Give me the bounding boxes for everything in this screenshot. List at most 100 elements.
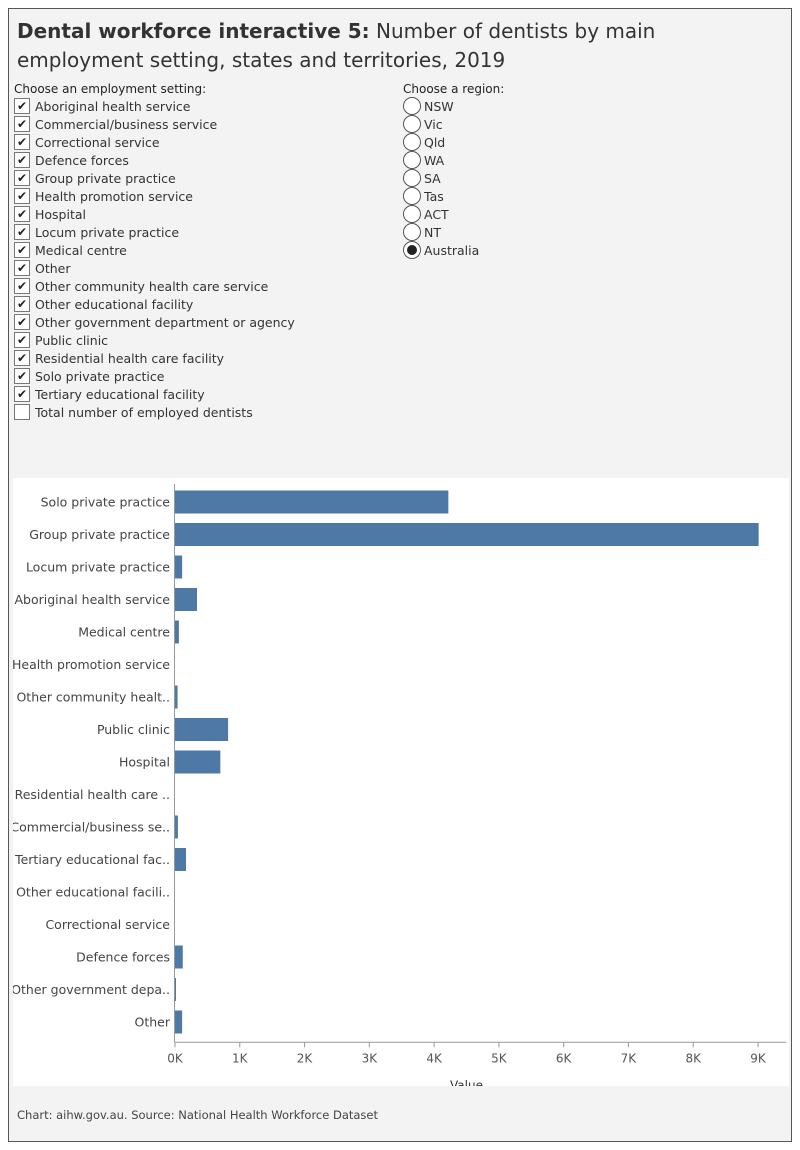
region-filter-label: Choose a region: xyxy=(403,82,505,96)
employment-option[interactable]: ✔ Medical centre xyxy=(14,241,295,259)
employment-option[interactable]: ✔ Tertiary educational facility xyxy=(14,385,295,403)
radio-button[interactable] xyxy=(403,115,421,133)
region-option-label: ACT xyxy=(424,206,449,222)
checkmark-icon: ✔ xyxy=(16,351,28,365)
checkmark-icon: ✔ xyxy=(16,117,28,131)
checkmark-icon: ✔ xyxy=(16,333,28,347)
employment-option[interactable]: ✔ Hospital xyxy=(14,205,295,223)
region-option[interactable]: ACT xyxy=(403,205,479,223)
checkmark-icon: ✔ xyxy=(16,369,28,383)
bar[interactable] xyxy=(175,945,183,969)
employment-filter-label: Choose an employment setting: xyxy=(14,82,207,96)
employment-option[interactable]: ✔ Defence forces xyxy=(14,151,295,169)
bar[interactable] xyxy=(175,685,178,709)
employment-option[interactable]: ✔ Commercial/business service xyxy=(14,115,295,133)
checkbox[interactable]: ✔ xyxy=(14,350,30,366)
radio-button[interactable] xyxy=(403,151,421,169)
employment-option-label: Commercial/business service xyxy=(35,116,218,132)
bar[interactable] xyxy=(175,1010,183,1034)
bar[interactable] xyxy=(175,750,221,774)
y-tick-label: Solo private practice xyxy=(41,495,171,510)
region-option[interactable]: Qld xyxy=(403,133,479,151)
employment-option[interactable]: ✔ Health promotion service xyxy=(14,187,295,205)
employment-option[interactable]: ✔ Aboriginal health service xyxy=(14,97,295,115)
y-tick-label: Public clinic xyxy=(97,722,170,737)
y-tick-label: Commercial/business se.. xyxy=(13,820,170,835)
employment-option-label: Locum private practice xyxy=(35,224,180,240)
bar[interactable] xyxy=(175,620,179,644)
checkbox[interactable]: ✔ xyxy=(14,188,30,204)
region-option[interactable]: Vic xyxy=(403,115,479,133)
checkmark-icon: ✔ xyxy=(16,387,28,401)
bar[interactable] xyxy=(175,815,178,839)
employment-option-label: Defence forces xyxy=(35,152,129,168)
radio-button[interactable] xyxy=(403,133,421,151)
checkbox[interactable]: ✔ xyxy=(14,98,30,114)
checkbox[interactable]: ✔ xyxy=(14,368,30,384)
bar[interactable] xyxy=(175,978,176,1001)
bar[interactable] xyxy=(175,555,183,579)
employment-option[interactable]: ✔ Locum private practice xyxy=(14,223,295,241)
bar[interactable] xyxy=(175,490,449,514)
employment-option[interactable]: ✔ Other government department or agency xyxy=(14,313,295,331)
x-tick-label: 4K xyxy=(426,1051,443,1065)
x-tick-label: 2K xyxy=(297,1051,314,1065)
bar[interactable] xyxy=(175,523,759,546)
radio-button[interactable] xyxy=(403,97,421,115)
checkbox[interactable]: ✔ xyxy=(14,332,30,348)
region-filter: NSW Vic Qld WA SA Tas ACT NT Australia xyxy=(403,97,479,259)
employment-option[interactable]: Total number of employed dentists xyxy=(14,403,295,421)
checkbox[interactable]: ✔ xyxy=(14,134,30,150)
radio-selected-dot xyxy=(407,245,417,255)
y-tick-label: Aboriginal health service xyxy=(15,592,171,607)
bar[interactable] xyxy=(175,718,229,741)
checkmark-icon: ✔ xyxy=(16,297,28,311)
employment-option-label: Solo private practice xyxy=(35,368,165,384)
region-option[interactable]: NT xyxy=(403,223,479,241)
region-option[interactable]: Tas xyxy=(403,187,479,205)
checkbox[interactable]: ✔ xyxy=(14,206,30,222)
checkbox[interactable]: ✔ xyxy=(14,152,30,168)
region-option-label: Australia xyxy=(424,242,480,258)
checkbox[interactable] xyxy=(14,404,30,420)
radio-button[interactable] xyxy=(403,241,421,259)
employment-option[interactable]: ✔ Correctional service xyxy=(14,133,295,151)
title-bold: Dental workforce interactive 5: xyxy=(17,19,370,43)
employment-option[interactable]: ✔ Group private practice xyxy=(14,169,295,187)
radio-button[interactable] xyxy=(403,223,421,241)
checkbox[interactable]: ✔ xyxy=(14,386,30,402)
employment-option[interactable]: ✔ Other xyxy=(14,259,295,277)
checkbox[interactable]: ✔ xyxy=(14,314,30,330)
checkbox[interactable]: ✔ xyxy=(14,224,30,240)
y-tick-label: Defence forces xyxy=(76,950,170,965)
employment-option-label: Correctional service xyxy=(35,134,160,150)
dashboard-title: Dental workforce interactive 5: Number o… xyxy=(17,17,787,75)
employment-option[interactable]: ✔ Other community health care service xyxy=(14,277,295,295)
radio-button[interactable] xyxy=(403,187,421,205)
checkbox[interactable]: ✔ xyxy=(14,170,30,186)
checkbox[interactable]: ✔ xyxy=(14,260,30,276)
employment-option[interactable]: ✔ Public clinic xyxy=(14,331,295,349)
bar[interactable] xyxy=(175,848,187,871)
region-option[interactable]: Australia xyxy=(403,241,479,259)
dashboard-frame: Dental workforce interactive 5: Number o… xyxy=(8,8,792,1142)
employment-option[interactable]: ✔ Other educational facility xyxy=(14,295,295,313)
checkmark-icon: ✔ xyxy=(16,153,28,167)
checkbox[interactable]: ✔ xyxy=(14,296,30,312)
employment-option-label: Other educational facility xyxy=(35,296,194,312)
region-option[interactable]: WA xyxy=(403,151,479,169)
employment-option-label: Medical centre xyxy=(35,242,127,258)
bar[interactable] xyxy=(175,588,198,611)
y-tick-label: Correctional service xyxy=(45,917,170,932)
radio-button[interactable] xyxy=(403,205,421,223)
employment-option[interactable]: ✔ Residential health care facility xyxy=(14,349,295,367)
employment-option[interactable]: ✔ Solo private practice xyxy=(14,367,295,385)
employment-setting-filter: ✔ Aboriginal health service ✔ Commercial/bu… xyxy=(14,97,295,421)
radio-button[interactable] xyxy=(403,169,421,187)
region-option[interactable]: SA xyxy=(403,169,479,187)
checkbox[interactable]: ✔ xyxy=(14,242,30,258)
employment-option-label: Total number of employed dentists xyxy=(35,404,253,420)
checkbox[interactable]: ✔ xyxy=(14,278,30,294)
checkbox[interactable]: ✔ xyxy=(14,116,30,132)
region-option[interactable]: NSW xyxy=(403,97,479,115)
